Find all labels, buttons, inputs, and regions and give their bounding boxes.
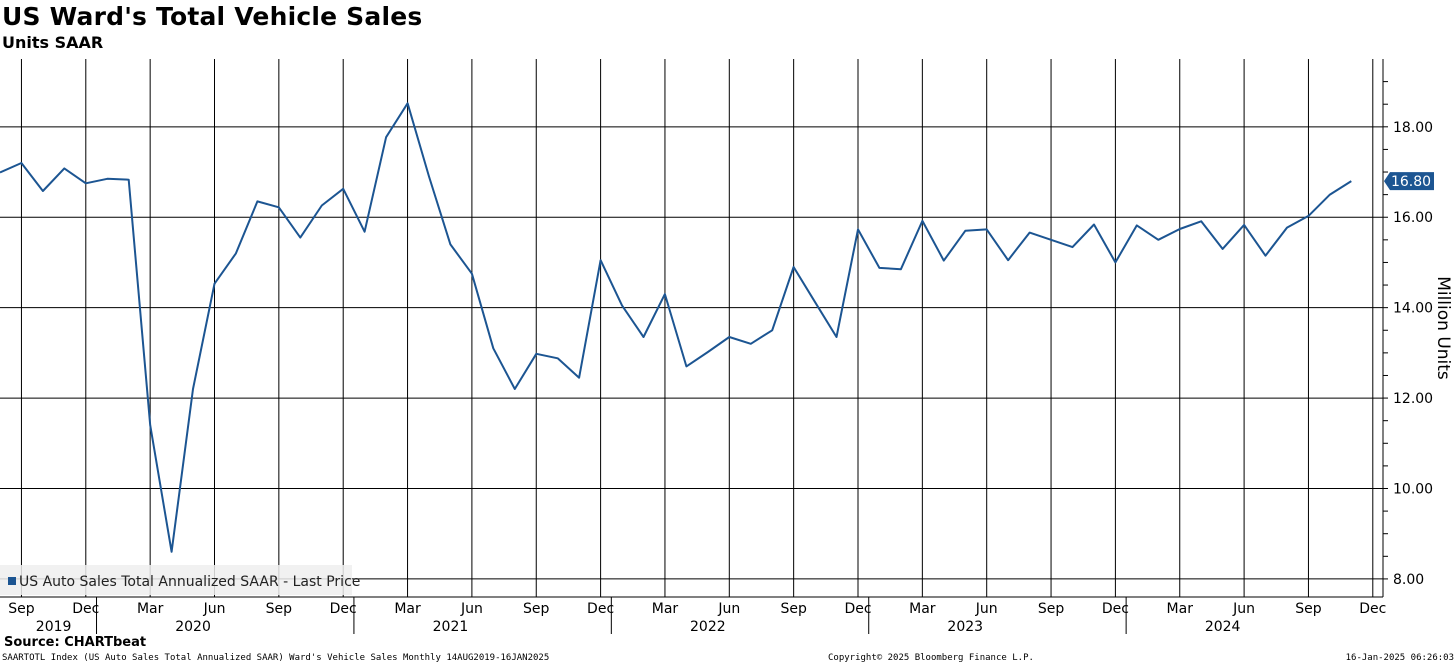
x-year-label: 2023 bbox=[947, 619, 983, 635]
x-month-label: Dec bbox=[330, 601, 357, 617]
y-axis-title: Million Units bbox=[1433, 276, 1453, 380]
x-month-label: Mar bbox=[137, 601, 164, 617]
y-tick-label: 14.00 bbox=[1393, 301, 1433, 317]
x-month-label: Dec bbox=[72, 601, 99, 617]
y-tick-label: 12.00 bbox=[1393, 391, 1433, 407]
x-month-label: Jun bbox=[975, 601, 998, 617]
x-month-label: Sep bbox=[780, 601, 807, 617]
x-year-label: 2024 bbox=[1205, 619, 1241, 635]
x-month-label: Dec bbox=[587, 601, 614, 617]
x-year-label: 2020 bbox=[175, 619, 211, 635]
x-month-label: Jun bbox=[1232, 601, 1255, 617]
y-tick-label: 18.00 bbox=[1393, 120, 1433, 136]
x-month-label: Jun bbox=[460, 601, 483, 617]
last-price-tag bbox=[1384, 172, 1434, 191]
source-label: Source: CHARTbeat bbox=[4, 635, 147, 650]
x-year-label: 2022 bbox=[690, 619, 726, 635]
timestamp-text: 16-Jan-2025 06:26:03 bbox=[1345, 653, 1454, 663]
x-month-label: Dec bbox=[1102, 601, 1129, 617]
legend-label: US Auto Sales Total Annualized SAAR - La… bbox=[19, 574, 360, 590]
x-month-label: Mar bbox=[394, 601, 421, 617]
x-month-label: Sep bbox=[266, 601, 293, 617]
x-month-label: Sep bbox=[1038, 601, 1065, 617]
x-month-label: Sep bbox=[8, 601, 35, 617]
y-tick-label: 8.00 bbox=[1393, 572, 1424, 588]
legend-swatch bbox=[8, 577, 16, 585]
x-month-label: Dec bbox=[844, 601, 871, 617]
series-line bbox=[0, 102, 1352, 553]
legend-box bbox=[0, 565, 352, 595]
y-tick-label: 16.00 bbox=[1393, 210, 1433, 226]
x-month-label: Sep bbox=[523, 601, 550, 617]
x-month-label: Sep bbox=[1295, 601, 1322, 617]
x-month-label: Mar bbox=[1167, 601, 1194, 617]
chart-title: US Ward's Total Vehicle Sales bbox=[2, 2, 423, 31]
x-month-label: Dec bbox=[1359, 601, 1386, 617]
chart-subtitle: Units SAAR bbox=[2, 33, 104, 52]
series-description: SAARTOTL Index (US Auto Sales Total Annu… bbox=[2, 653, 550, 663]
x-month-label: Mar bbox=[909, 601, 936, 617]
y-tick-label: 10.00 bbox=[1393, 481, 1433, 497]
x-month-label: Jun bbox=[717, 601, 740, 617]
copyright-text: Copyright© 2025 Bloomberg Finance L.P. bbox=[828, 653, 1034, 663]
last-price-label: 16.80 bbox=[1391, 174, 1431, 190]
x-month-label: Mar bbox=[652, 601, 679, 617]
x-year-label: 2021 bbox=[433, 619, 469, 635]
x-month-label: Jun bbox=[203, 601, 226, 617]
x-year-label: 2019 bbox=[36, 619, 72, 635]
